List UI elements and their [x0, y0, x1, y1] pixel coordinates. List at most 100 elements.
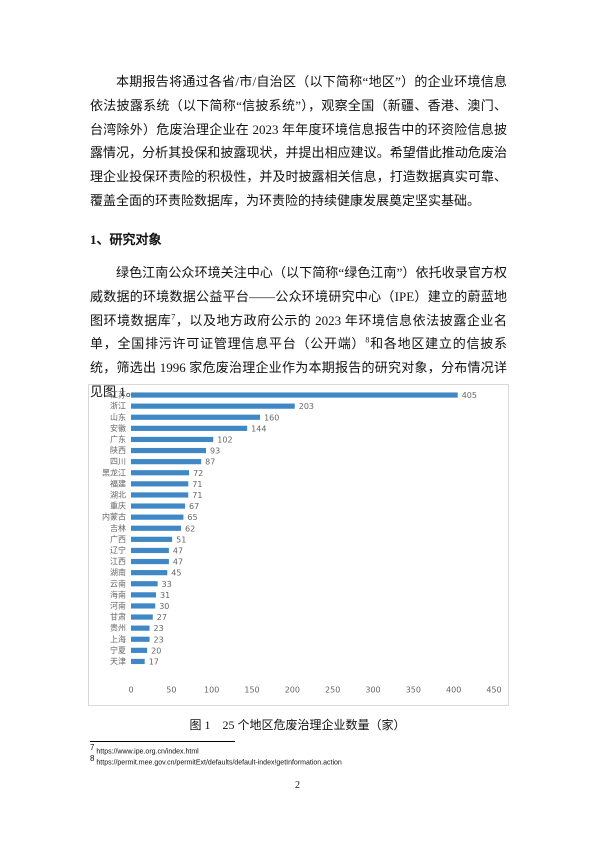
bar: [131, 614, 153, 620]
y-tick-label: 重庆: [110, 501, 126, 511]
x-tick-label: 0: [128, 686, 133, 695]
bar: [131, 658, 145, 665]
section-heading: 1、研究对象: [90, 232, 162, 247]
y-tick-label: 四川: [110, 457, 126, 466]
y-tick-label: 湖北: [110, 490, 126, 499]
bar: [131, 647, 148, 653]
value-label: 45: [171, 569, 181, 578]
bar: [131, 570, 168, 576]
value-label: 203: [299, 402, 314, 411]
value-label: 87: [205, 458, 215, 467]
value-label: 23: [154, 635, 164, 644]
page-number: 2: [295, 780, 300, 791]
value-label: 67: [189, 502, 199, 511]
bar: [131, 403, 295, 409]
value-label: 33: [162, 580, 172, 589]
bar: [131, 436, 214, 443]
value-label: 23: [154, 624, 164, 633]
x-tick-label: 300: [365, 686, 380, 695]
bar: [131, 492, 189, 498]
chart-border: [88, 384, 509, 706]
x-tick-label: 450: [486, 686, 501, 695]
footnote-text: https://www.ipe.org.cn/index.html: [96, 748, 199, 756]
bar: [131, 558, 169, 565]
y-tick-label: 江苏: [110, 390, 126, 400]
y-tick-label: 福建: [110, 478, 126, 488]
value-label: 93: [210, 447, 220, 456]
x-tick-label: 100: [204, 686, 219, 695]
footnote-rule: [90, 741, 235, 742]
value-label: 20: [151, 646, 161, 655]
y-tick-label: 内蒙古: [102, 512, 126, 522]
bar: [131, 603, 156, 609]
x-tick-label: 400: [446, 686, 461, 695]
bar: [131, 503, 186, 509]
value-label: 71: [192, 491, 202, 500]
y-tick-label: 浙江: [110, 401, 126, 411]
value-label: 17: [149, 657, 159, 666]
y-tick-label: 贵州: [110, 623, 126, 633]
bar: [131, 414, 261, 420]
paragraph: 本期报告将通过各省/市/自治区（以下简称“地区”）的企业环境信息依法披露系统（以…: [90, 74, 507, 208]
value-label: 62: [185, 524, 195, 533]
value-label: 144: [251, 424, 266, 433]
bar: [131, 425, 248, 431]
footnote: 7 https://www.ipe.org.cn/index.html: [90, 744, 199, 756]
y-tick-label: 江西: [110, 557, 126, 566]
value-label: 160: [264, 413, 279, 422]
value-label: 51: [176, 535, 186, 544]
x-tick-label: 350: [406, 686, 421, 695]
y-tick-label: 广西: [110, 534, 126, 544]
text-run: ，以及地方政府公示的 2023 年环境信息依法披露企业名单，全国排污许可证管理信…: [90, 312, 507, 352]
bar: [131, 459, 202, 465]
bar: [131, 625, 150, 631]
y-tick-label: 山东: [110, 412, 126, 422]
y-tick-label: 上海: [110, 634, 126, 644]
value-label: 27: [157, 613, 167, 622]
bar: [131, 581, 158, 587]
bar: [131, 447, 207, 454]
y-tick-label: 海南: [110, 589, 126, 599]
figure-caption: 图 1 25 个地区危废治理企业数量（家）: [189, 718, 406, 732]
x-tick-label: 50: [166, 686, 176, 695]
bar: [131, 481, 189, 487]
text-run: 绿色江南公众环境关注中心（以下简称“绿色江南”）依托收录官方权威数据的环境数据公…: [90, 265, 507, 328]
bar: [131, 592, 157, 598]
y-tick-label: 湖南: [110, 567, 126, 577]
y-tick-label: 陕西: [110, 445, 126, 455]
chart: 0 50 100 150 200 250 300 350 400 450 江苏 405 浙江 203 山东 1…: [88, 384, 509, 706]
value-label: 102: [217, 435, 232, 444]
bar: [131, 547, 169, 554]
footnote-ref: 8: [365, 336, 370, 346]
footnote-text: https://permit.mee.gov.cn/permitExt/defa…: [96, 759, 342, 767]
value-label: 47: [173, 546, 183, 555]
y-tick-label: 广东: [110, 434, 126, 444]
y-tick-label: 云南: [110, 578, 126, 588]
bar: [131, 525, 182, 531]
footnote-mark: 7: [90, 743, 95, 752]
x-tick-label: 250: [325, 686, 340, 695]
bar: [131, 392, 458, 398]
value-label: 405: [462, 391, 477, 400]
value-label: 30: [159, 602, 169, 611]
y-tick-label: 天津: [110, 656, 126, 666]
bar: [131, 536, 173, 542]
footnote-ref: 7: [171, 312, 176, 322]
value-label: 71: [192, 480, 202, 489]
x-tick-label: 200: [285, 686, 300, 695]
y-tick-label: 黑龙江: [102, 467, 126, 477]
value-label: 31: [160, 591, 170, 600]
value-label: 47: [173, 558, 183, 567]
bar: [131, 514, 184, 520]
bar: [131, 470, 190, 476]
y-tick-label: 安徽: [110, 423, 126, 433]
x-tick-label: 150: [244, 686, 259, 695]
y-tick-label: 甘肃: [110, 612, 126, 622]
bar: [131, 636, 150, 642]
y-tick-label: 辽宁: [110, 545, 126, 555]
footnote: 8 https://permit.mee.gov.cn/permitExt/de…: [90, 755, 342, 767]
y-tick-label: 吉林: [110, 523, 126, 533]
y-tick-label: 河南: [110, 600, 126, 610]
footnote-mark: 8: [90, 754, 95, 763]
